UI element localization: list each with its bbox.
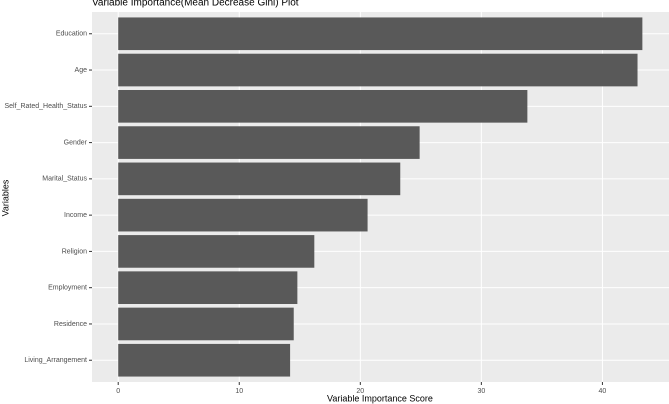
bar (118, 53, 638, 87)
y-tick-label: Religion (62, 248, 87, 255)
y-axis-title: Variables (0, 179, 10, 216)
y-tick-label: Income (64, 212, 87, 219)
chart-title: Variable Importance(Mean Decrease Gini) … (92, 0, 299, 9)
x-tick-label: 0 (116, 388, 120, 395)
bar (118, 162, 401, 196)
bar (118, 343, 291, 377)
bar (118, 198, 368, 232)
bar (118, 271, 298, 305)
bar (118, 89, 528, 123)
bar (118, 307, 294, 341)
y-tick-label: Employment (48, 285, 87, 292)
bar (118, 17, 643, 51)
y-tick-label: Education (56, 31, 87, 38)
y-tick-label: Marital_Status (42, 176, 87, 183)
y-tick-label: Living_Arrangement (24, 357, 87, 364)
x-tick-label: 40 (599, 388, 607, 395)
x-tick-label: 30 (477, 388, 485, 395)
x-tick-label: 20 (356, 388, 364, 395)
y-tick-label: Age (75, 67, 88, 74)
bar (118, 235, 315, 268)
x-axis-title: Variable Importance Score (327, 393, 433, 403)
y-tick-label: Self_Rated_Health_Status (5, 103, 88, 110)
x-tick-label: 10 (235, 388, 243, 395)
y-tick-label: Gender (64, 139, 88, 146)
y-tick-label: Residence (54, 321, 87, 328)
bar (118, 126, 420, 159)
